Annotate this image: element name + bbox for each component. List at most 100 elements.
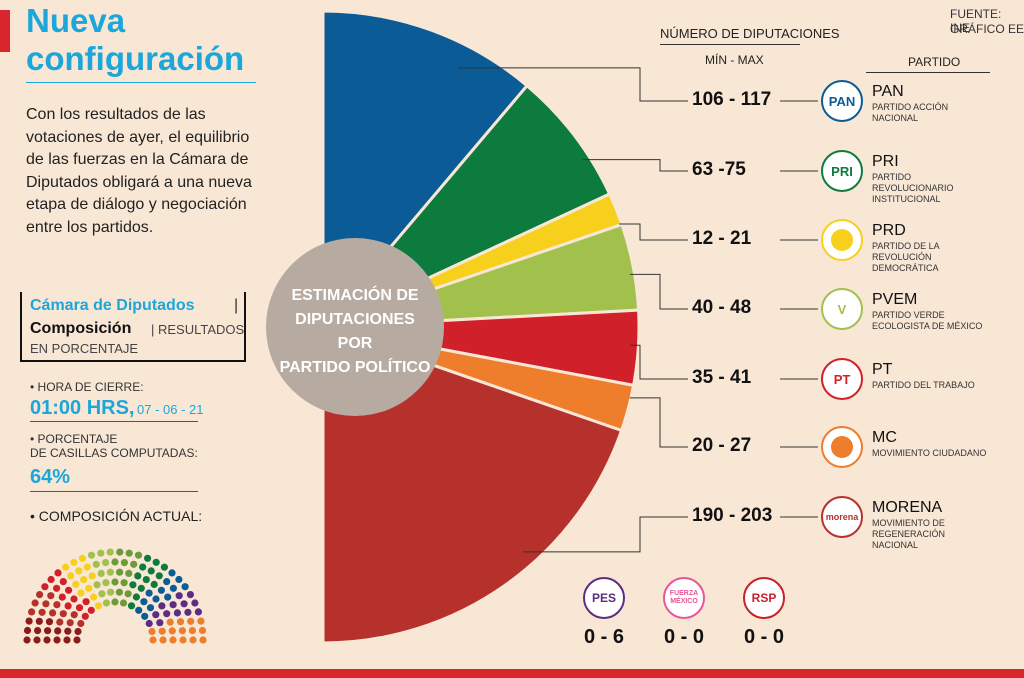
seat-dot <box>152 595 160 603</box>
seat-dot <box>166 618 174 626</box>
seat-dot <box>180 600 188 608</box>
seat-dot <box>102 599 111 607</box>
seat-dot <box>169 601 177 609</box>
seat-dot <box>175 575 183 584</box>
seat-dot <box>152 611 160 619</box>
seat-dot <box>116 548 124 556</box>
seat-dot <box>187 617 195 625</box>
range-morena: 190 - 203 <box>692 505 773 526</box>
seat-dot <box>64 627 72 635</box>
minor-logo-2-icon: RSP <box>743 577 785 619</box>
seat-dot <box>65 586 73 594</box>
seat-dot <box>66 619 74 627</box>
seat-dot <box>28 608 36 616</box>
seat-dot <box>168 569 176 577</box>
logo-text-pan: PAN <box>828 93 856 109</box>
logo-prd-icon <box>821 219 863 261</box>
seat-dot <box>62 563 70 571</box>
seat-dot <box>181 583 189 591</box>
seat-dot <box>141 612 149 620</box>
seat-dot <box>94 602 103 610</box>
leader-line-pan <box>457 67 688 102</box>
closing-date: 07 - 06 - 21 <box>137 402 204 417</box>
party-abbr-pri: PRI <box>872 153 899 170</box>
seat-dot <box>38 608 46 616</box>
party-full-pri: PARTIDO REVOLUCIONARIO INSTITUCIONAL <box>872 172 954 204</box>
closing-rule <box>30 421 198 422</box>
seat-dot <box>72 580 80 588</box>
seat-dot <box>179 636 187 644</box>
seat-dot <box>88 572 96 580</box>
party-abbr-pt: PT <box>872 361 893 378</box>
seat-dot <box>124 590 132 598</box>
center-text-line-2: DIPUTACIONES POR <box>295 311 415 352</box>
seat-dot <box>25 617 33 625</box>
range-prd: 12 - 21 <box>692 228 752 249</box>
seat-dot <box>49 609 57 617</box>
closing-label: • HORA DE CIERRE: <box>30 380 144 394</box>
seat-dot <box>77 589 85 597</box>
seat-dot <box>54 569 62 577</box>
seat-dot <box>152 558 160 566</box>
seat-dot <box>130 560 138 568</box>
seat-dot <box>198 626 207 635</box>
seat-dot <box>134 572 142 580</box>
seat-dot <box>70 558 78 566</box>
range-header-rule <box>660 44 800 45</box>
info-box-subtitle-3: EN PORCENTAJE <box>30 341 139 356</box>
seat-dot <box>36 591 44 599</box>
seat-dot <box>106 568 114 576</box>
seat-dot <box>145 619 153 628</box>
leader-line-mc <box>629 397 688 448</box>
title-line-2: configuración <box>26 40 245 77</box>
seat-dot <box>53 601 61 609</box>
seat-dot <box>163 578 171 586</box>
seat-dot <box>159 636 167 644</box>
range-subheader: MÍN - MAX <box>705 53 764 67</box>
percent-value: 64% <box>30 466 71 488</box>
seat-dot <box>70 611 78 619</box>
range-pan: 106 - 117 <box>692 89 772 110</box>
party-full-morena: MOVIMIENTO DE REGENERACIÓN NACIONAL <box>872 518 946 550</box>
seat-dot <box>176 618 185 626</box>
seat-dot <box>87 551 96 559</box>
seat-dot <box>23 626 32 635</box>
party-abbr-pan: PAN <box>872 83 904 100</box>
seat-dot <box>59 578 67 586</box>
current-label: • COMPOSICIÓN ACTUAL: <box>30 508 203 524</box>
minor-range-0: 0 - 6 <box>583 626 625 648</box>
seat-dot <box>158 602 166 610</box>
percent-rule <box>30 491 198 492</box>
logo-pri-icon: PRI <box>821 150 863 192</box>
seat-dot <box>132 593 140 601</box>
seat-dot <box>75 567 83 575</box>
seat-dot <box>115 588 123 596</box>
minor-logo-text-1: FUERZA MÉXICO <box>669 590 699 605</box>
percent-label-1: • PORCENTAJE <box>30 432 118 446</box>
logo-mc-icon <box>821 426 863 468</box>
seat-dot <box>53 636 61 644</box>
seat-dot <box>74 627 82 636</box>
party-full-mc: MOVIMIENTO CIUDADANO <box>872 448 987 458</box>
seat-dot <box>184 608 192 616</box>
center-text-line-1: ESTIMACIÓN DE <box>291 287 419 304</box>
seat-dot <box>59 610 67 618</box>
seat-dot <box>90 593 98 601</box>
party-header-rule <box>866 72 990 73</box>
seat-dot <box>102 559 110 567</box>
seat-dot <box>125 549 133 557</box>
seat-dot <box>83 563 91 571</box>
seat-dot <box>145 589 153 597</box>
party-abbr-pvem: PVEM <box>872 291 918 308</box>
seat-dot <box>93 581 101 589</box>
title-line-1: Nueva <box>26 2 126 39</box>
seat-dot <box>106 548 114 556</box>
seat-dot <box>168 627 176 635</box>
minor-logo-1-icon: FUERZA MÉXICO <box>663 577 705 619</box>
seat-dot <box>169 584 177 592</box>
seat-dot <box>63 636 71 644</box>
party-full-pt: PARTIDO DEL TRABAJO <box>872 380 975 390</box>
range-header: NÚMERO DE DIPUTACIONES <box>660 26 840 41</box>
minor-logo-0-icon: PES <box>583 577 625 619</box>
